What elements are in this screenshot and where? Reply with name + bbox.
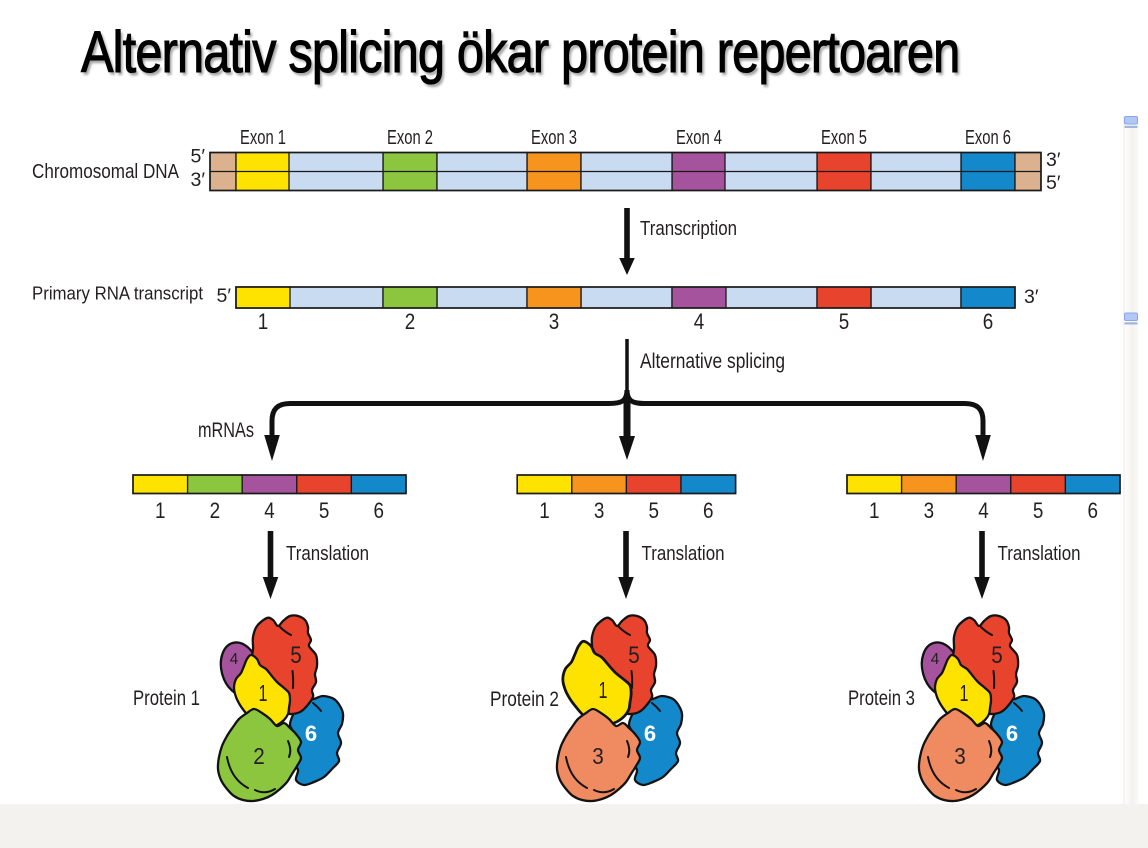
svg-text:5: 5 [290,642,302,669]
svg-text:1: 1 [960,680,969,706]
svg-text:3: 3 [594,498,605,523]
svg-text:Exon 3: Exon 3 [531,127,577,149]
svg-text:4: 4 [230,651,239,668]
svg-text:3: 3 [549,309,560,334]
svg-text:5: 5 [1033,498,1044,523]
svg-text:Alternative splicing: Alternative splicing [640,350,785,373]
svg-text:3: 3 [924,498,935,523]
svg-text:Protein 1: Protein 1 [133,687,200,710]
svg-text:Exon 4: Exon 4 [676,127,722,149]
svg-text:5′: 5′ [216,285,231,307]
svg-text:Exon 5: Exon 5 [821,127,867,149]
svg-text:5: 5 [839,309,850,334]
svg-text:1: 1 [869,498,880,523]
svg-text:2: 2 [210,498,221,523]
svg-text:6: 6 [373,498,384,523]
svg-text:Exon 2: Exon 2 [387,127,433,149]
svg-text:5: 5 [628,642,640,669]
svg-text:3: 3 [592,743,604,769]
svg-text:Exon 6: Exon 6 [965,127,1011,149]
svg-text:Protein 2: Protein 2 [490,688,559,711]
svg-text:6: 6 [305,721,317,746]
svg-text:4: 4 [264,498,275,523]
svg-text:1: 1 [599,677,608,703]
svg-text:6: 6 [1087,498,1098,523]
svg-text:Translation: Translation [642,542,725,565]
svg-text:Exon 1: Exon 1 [240,127,286,149]
svg-text:3′: 3′ [1046,149,1061,171]
svg-text:1: 1 [539,498,550,523]
svg-text:Protein 3: Protein 3 [848,687,915,710]
svg-text:5: 5 [648,498,659,523]
svg-text:Chromosomal DNA: Chromosomal DNA [32,161,180,183]
svg-text:1: 1 [258,309,269,334]
svg-text:2: 2 [253,743,265,769]
svg-text:5: 5 [991,642,1003,669]
svg-text:5: 5 [319,498,330,523]
svg-text:3: 3 [954,743,966,769]
svg-text:Transcription: Transcription [640,217,737,240]
svg-text:6: 6 [983,309,994,334]
svg-text:4: 4 [931,651,940,668]
svg-text:Translation: Translation [286,542,369,565]
svg-text:4: 4 [694,309,705,334]
svg-text:3′: 3′ [190,169,205,191]
svg-text:Primary RNA transcript: Primary RNA transcript [32,284,203,304]
svg-text:6: 6 [644,721,656,746]
svg-text:5′: 5′ [190,146,205,168]
svg-text:3′: 3′ [1024,286,1039,308]
svg-text:2: 2 [405,309,416,334]
svg-text:4: 4 [978,498,989,523]
svg-text:1: 1 [259,680,268,706]
svg-text:mRNAs: mRNAs [198,419,254,442]
svg-text:Translation: Translation [998,542,1081,565]
svg-text:5′: 5′ [1046,172,1061,194]
svg-text:6: 6 [1006,721,1018,746]
svg-text:6: 6 [703,498,714,523]
svg-text:1: 1 [155,498,166,523]
